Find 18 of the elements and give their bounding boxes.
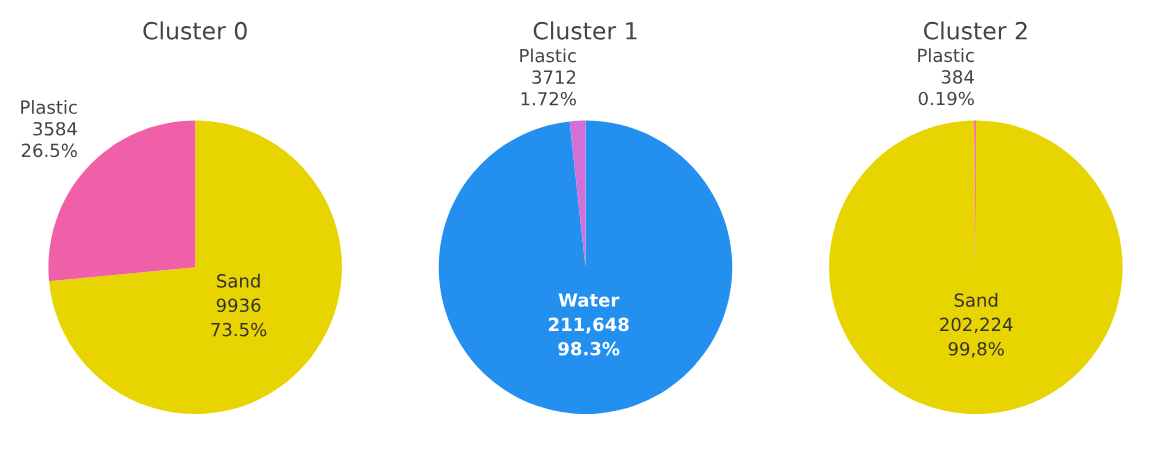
data-label: 3712 1.72%	[521, 70, 576, 106]
slice-label: Plastic	[21, 100, 77, 115]
slice-label: Water	[558, 293, 620, 307]
data-label: 3584 26.5%	[21, 121, 77, 158]
slice-label: Sand	[954, 292, 998, 307]
chart-title: Cluster 2	[923, 21, 1027, 40]
data-label: 211,648 98.3%	[548, 317, 629, 356]
slice-label: Plastic	[520, 48, 576, 63]
slice-label: Plastic	[918, 48, 974, 63]
pie-slice	[569, 120, 586, 268]
chart-title: Cluster 0	[143, 21, 247, 40]
data-label: 9936 73.5%	[211, 298, 267, 337]
chart-title: Cluster 1	[533, 21, 637, 40]
data-label: 202,224 99,8%	[940, 317, 1013, 358]
pie-slice	[438, 120, 733, 415]
data-label: 384 0.19%	[918, 70, 974, 106]
pie-slice	[829, 120, 1123, 415]
slice-label: Sand	[217, 273, 260, 288]
